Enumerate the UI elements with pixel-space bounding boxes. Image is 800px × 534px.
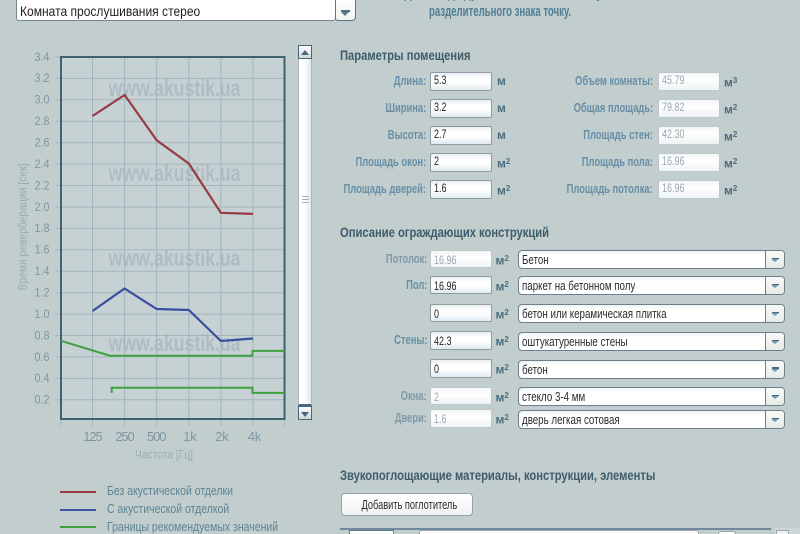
svg-text:www.akustik.ua: www.akustik.ua <box>108 330 241 356</box>
svg-text:2.0: 2.0 <box>35 200 50 214</box>
svg-text:0.8: 0.8 <box>35 328 50 342</box>
svg-text:1.8: 1.8 <box>35 221 50 235</box>
svg-text:0.2: 0.2 <box>35 393 50 407</box>
svg-text:0.4: 0.4 <box>35 371 50 385</box>
svg-text:www.akustik.ua: www.akustik.ua <box>108 75 241 101</box>
svg-text:125: 125 <box>83 429 103 444</box>
svg-text:Частота [Гц]: Частота [Гц] <box>135 447 193 461</box>
svg-text:2.8: 2.8 <box>35 114 50 128</box>
svg-text:4k: 4k <box>248 429 262 444</box>
svg-text:2.2: 2.2 <box>35 178 50 192</box>
svg-text:Время реверберации [сек]: Время реверберации [сек] <box>16 164 30 291</box>
svg-text:1.2: 1.2 <box>35 286 50 300</box>
svg-text:1.4: 1.4 <box>35 264 50 278</box>
svg-text:2.4: 2.4 <box>35 157 50 171</box>
svg-text:500: 500 <box>147 429 167 444</box>
svg-text:2k: 2k <box>215 429 229 444</box>
svg-text:3.0: 3.0 <box>35 93 50 107</box>
svg-text:3.2: 3.2 <box>35 71 50 85</box>
svg-text:250: 250 <box>115 429 135 444</box>
svg-text:2.6: 2.6 <box>35 136 50 150</box>
svg-text:1k: 1k <box>183 429 197 444</box>
svg-text:1.0: 1.0 <box>35 307 50 321</box>
svg-text:0.6: 0.6 <box>35 350 50 364</box>
svg-text:3.4: 3.4 <box>35 50 50 64</box>
svg-text:1.6: 1.6 <box>35 243 50 257</box>
